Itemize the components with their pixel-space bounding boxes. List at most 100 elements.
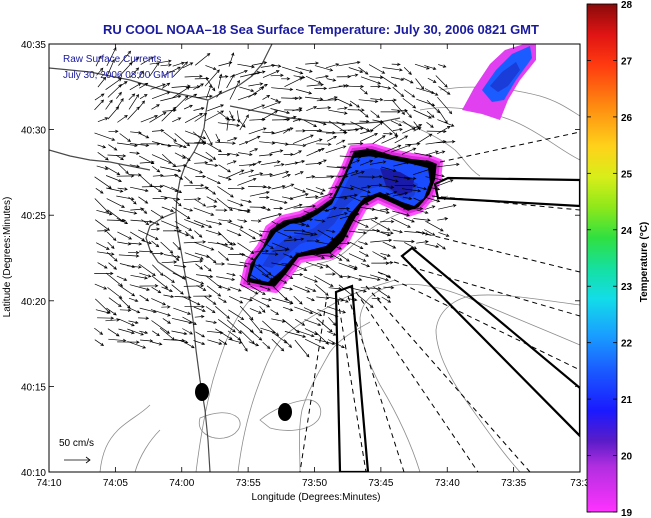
current-arrow: [314, 120, 327, 126]
current-arrow: [129, 164, 140, 168]
current-arrow: [424, 65, 437, 70]
current-arrow: [304, 319, 322, 327]
current-arrow: [358, 151, 377, 156]
current-arrow: [437, 162, 460, 168]
x-axis-label: Longitude (Degrees:Minutes): [252, 492, 381, 503]
current-arrow: [402, 77, 414, 84]
current-arrow: [284, 77, 303, 88]
current-arrow: [215, 262, 226, 266]
colorbar-tick-label: 22: [621, 339, 633, 350]
current-arrow: [281, 96, 299, 101]
current-arrow: [303, 231, 318, 236]
current-arrow: [95, 309, 111, 315]
current-arrow: [128, 307, 141, 314]
current-arrow: [295, 329, 315, 338]
current-arrow: [118, 296, 131, 309]
current-arrow: [348, 275, 363, 282]
current-arrow: [292, 118, 302, 122]
current-arrow: [304, 251, 326, 259]
current-arrow: [108, 144, 118, 151]
current-arrow: [283, 253, 294, 259]
current-arrow: [117, 340, 140, 344]
current-arrow: [152, 264, 164, 277]
current-arrow: [401, 188, 422, 193]
current-arrow: [259, 285, 271, 291]
current-arrow: [284, 297, 294, 305]
current-arrow: [271, 318, 286, 323]
current-arrow: [328, 185, 339, 189]
current-arrow: [94, 339, 105, 347]
current-arrow: [195, 263, 204, 270]
current-arrow: [196, 285, 207, 291]
current-arrow: [217, 186, 234, 198]
current-arrow: [337, 98, 353, 107]
current-arrow: [216, 90, 222, 98]
current-arrow: [149, 61, 160, 77]
current-arrow: [438, 64, 447, 68]
current-arrow: [370, 110, 380, 118]
current-arrow: [184, 304, 205, 309]
current-arrow: [369, 160, 387, 165]
current-arrow: [130, 274, 148, 280]
current-arrow: [239, 169, 255, 175]
current-arrow: [217, 319, 236, 333]
current-arrow: [228, 309, 245, 321]
current-arrow: [152, 196, 168, 201]
current-arrow: [106, 307, 117, 316]
current-arrow: [435, 75, 448, 88]
current-arrow: [303, 307, 323, 317]
current-arrow: [116, 91, 122, 99]
current-arrow: [160, 166, 182, 173]
current-arrow: [129, 67, 140, 78]
current-arrow: [96, 209, 113, 216]
current-arrow: [203, 129, 213, 146]
current-arrow: [237, 63, 255, 69]
current-arrow: [391, 144, 412, 153]
current-arrow: [226, 160, 237, 165]
current-arrow: [106, 58, 115, 77]
current-arrow: [138, 229, 159, 240]
current-arrow: [238, 140, 249, 146]
current-arrow: [215, 208, 228, 212]
current-arrow: [436, 150, 446, 155]
current-arrow: [404, 176, 417, 181]
current-arrow: [281, 66, 304, 75]
current-arrow: [160, 195, 181, 201]
current-arrow: [281, 196, 294, 201]
current-arrow: [194, 230, 203, 238]
current-arrow: [271, 338, 285, 352]
colorbar-tick-label: 25: [621, 169, 633, 180]
current-arrow: [171, 206, 191, 220]
current-arrow: [160, 94, 182, 102]
current-arrow: [107, 328, 120, 337]
current-arrow: [204, 186, 217, 195]
current-arrow: [380, 231, 394, 235]
current-arrow: [94, 283, 108, 290]
current-arrow: [174, 133, 191, 147]
current-arrow: [138, 196, 149, 204]
current-arrow: [162, 173, 179, 178]
current-arrow: [151, 341, 163, 346]
current-arrow: [295, 89, 313, 95]
current-arrow: [185, 276, 205, 285]
current-arrow: [303, 276, 318, 283]
current-arrow: [415, 78, 425, 90]
current-arrow: [392, 229, 403, 234]
current-arrow: [226, 319, 242, 334]
current-arrow: [271, 64, 282, 68]
current-arrow: [184, 231, 195, 239]
current-arrow: [413, 197, 424, 203]
current-arrow: [273, 206, 284, 211]
current-arrow: [172, 61, 189, 77]
current-arrow: [206, 204, 218, 209]
current-arrow: [437, 96, 453, 115]
current-arrow: [271, 87, 294, 92]
current-arrow: [193, 207, 215, 216]
current-arrow: [348, 73, 359, 77]
current-arrow: [392, 100, 405, 115]
current-arrow: [183, 183, 205, 187]
current-arrow: [339, 155, 362, 159]
current-arrow: [436, 179, 454, 187]
current-arrow: [226, 273, 236, 277]
current-arrow: [152, 251, 164, 256]
